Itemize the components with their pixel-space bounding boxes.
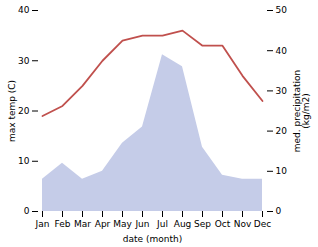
svg-text:Dec: Dec [254, 219, 271, 229]
svg-text:30: 30 [276, 86, 288, 96]
svg-text:Oct: Oct [215, 219, 231, 229]
svg-text:Sep: Sep [194, 219, 211, 229]
svg-text:20: 20 [18, 106, 30, 116]
svg-text:30: 30 [18, 56, 30, 66]
svg-text:date (month): date (month) [123, 234, 182, 244]
svg-text:40: 40 [276, 46, 288, 56]
svg-text:50: 50 [276, 5, 288, 15]
svg-text:Jul: Jul [156, 219, 168, 229]
svg-text:Mar: Mar [74, 219, 91, 229]
svg-text:10: 10 [18, 156, 30, 166]
svg-text:Jun: Jun [134, 219, 149, 229]
svg-text:Nov: Nov [234, 219, 252, 229]
svg-text:0: 0 [24, 206, 30, 216]
svg-text:May: May [113, 219, 132, 229]
svg-text:0: 0 [276, 206, 282, 216]
svg-text:10: 10 [276, 166, 288, 176]
svg-text:Jan: Jan [35, 219, 50, 229]
svg-text:Feb: Feb [55, 219, 71, 229]
svg-text:med. precipitation(kg/m2): med. precipitation(kg/m2) [292, 70, 311, 152]
svg-text:Aug: Aug [174, 219, 192, 229]
svg-text:20: 20 [276, 126, 288, 136]
svg-text:40: 40 [18, 5, 30, 15]
svg-text:Apr: Apr [95, 219, 111, 229]
svg-text:max temp (C): max temp (C) [7, 80, 17, 142]
